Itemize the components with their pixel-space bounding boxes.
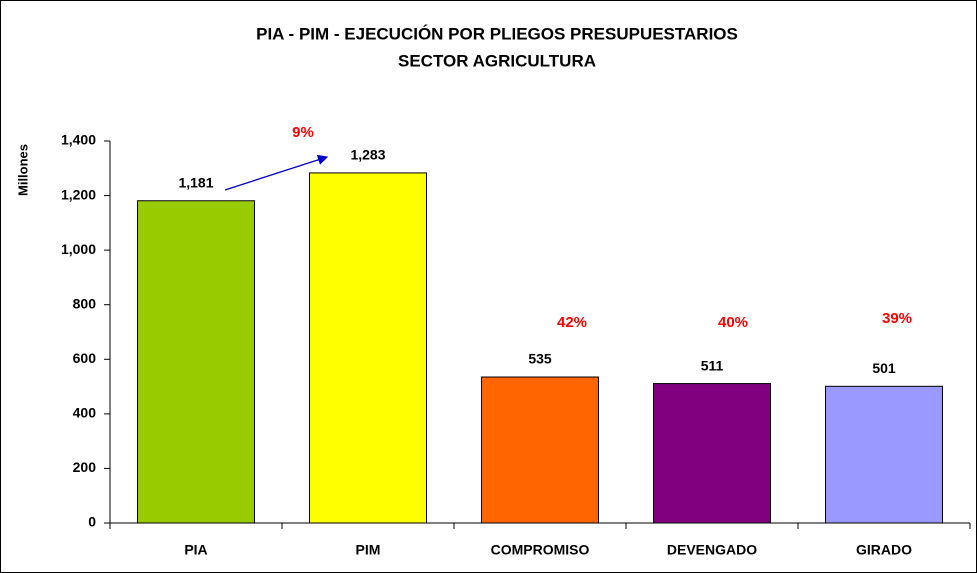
y-tick-label: 1,000 [61, 241, 96, 257]
chart-title: PIA - PIM - EJECUCIÓN POR PLIEGOS PRESUP… [256, 24, 738, 43]
annotation: 42% [557, 314, 587, 331]
y-axis-label: Millones [15, 144, 30, 196]
growth-arrow [224, 154, 329, 191]
annotation: 40% [718, 314, 748, 331]
chart-subtitle: SECTOR AGRICULTURA [398, 51, 596, 70]
y-tick-label: 200 [73, 459, 97, 475]
data-label: 1,181 [178, 174, 213, 190]
bar [309, 172, 427, 524]
y-tick-label: 0 [88, 514, 96, 530]
y-tick-label: 600 [73, 350, 97, 366]
bar [137, 200, 255, 524]
y-tick-label: 800 [73, 295, 97, 311]
x-tick-label: COMPROMISO [491, 542, 590, 558]
bar [481, 376, 599, 524]
x-tick-label: PIA [184, 542, 207, 558]
bar [825, 385, 943, 524]
x-tick-label: GIRADO [856, 542, 912, 558]
x-tick-label: PIM [356, 542, 381, 558]
y-tick-label: 1,400 [61, 132, 96, 148]
annotation: 9% [292, 124, 314, 141]
y-tick-label: 400 [73, 405, 97, 421]
data-label: 501 [872, 360, 896, 376]
x-tick-label: DEVENGADO [667, 542, 757, 558]
data-label: 535 [528, 351, 552, 367]
annotation: 39% [882, 310, 912, 327]
data-label: 1,283 [350, 147, 385, 163]
bar [653, 383, 771, 524]
data-label: 511 [701, 357, 724, 373]
y-tick-label: 1,200 [61, 186, 96, 202]
